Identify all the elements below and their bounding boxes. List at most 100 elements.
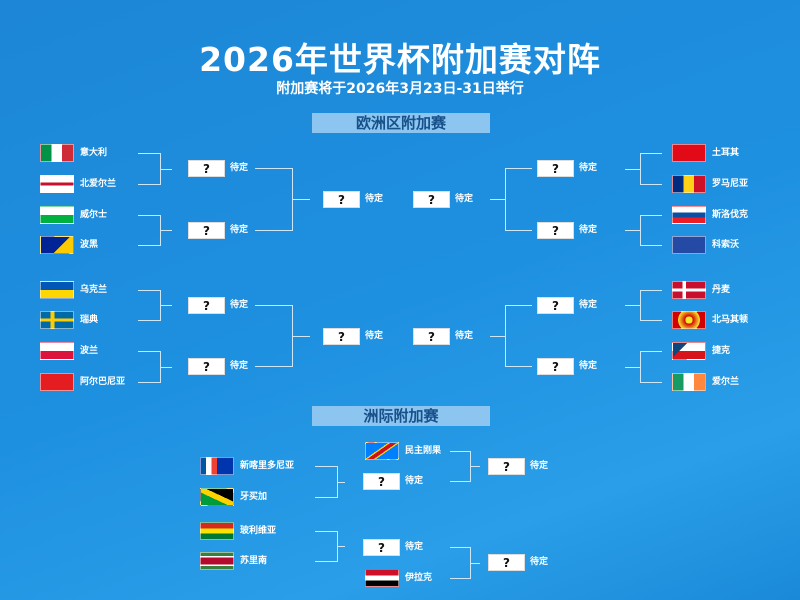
bracket-line bbox=[138, 215, 160, 216]
team-name: 瑞典 bbox=[80, 315, 99, 325]
bracket-line bbox=[255, 305, 292, 306]
tbd-placeholder-box[interactable]: ? bbox=[323, 328, 360, 345]
bracket-line bbox=[138, 290, 160, 291]
bracket-line bbox=[138, 351, 160, 352]
dr-congo-flag-icon bbox=[365, 442, 399, 460]
tbd-placeholder-box[interactable]: ? bbox=[323, 191, 360, 208]
bracket-line bbox=[255, 230, 292, 231]
team-name: 苏里南 bbox=[240, 556, 268, 566]
bracket-line bbox=[255, 366, 292, 367]
north-macedonia-flag-icon bbox=[672, 311, 706, 329]
bracket-line bbox=[625, 230, 640, 231]
bracket-line bbox=[640, 320, 662, 321]
kosovo-flag-icon bbox=[672, 236, 706, 254]
bracket-line bbox=[490, 199, 505, 200]
northern-ireland-flag-icon bbox=[40, 175, 74, 193]
team-name: 伊拉克 bbox=[405, 573, 433, 583]
tbd-label: 待定 bbox=[530, 461, 549, 471]
tbd-placeholder-box[interactable]: ? bbox=[413, 191, 450, 208]
bracket-line bbox=[450, 451, 470, 452]
tbd-placeholder-box[interactable]: ? bbox=[188, 297, 225, 314]
tbd-label: 待定 bbox=[405, 476, 424, 486]
bracket-line bbox=[292, 199, 310, 200]
bracket-line bbox=[315, 561, 337, 562]
bracket-line bbox=[640, 245, 662, 246]
bracket-line bbox=[138, 184, 160, 185]
iraq-flag-icon bbox=[365, 569, 399, 587]
bolivia-flag-icon bbox=[200, 522, 234, 540]
team-name: 新喀里多尼亚 bbox=[240, 461, 295, 471]
bracket-line bbox=[640, 290, 641, 321]
bracket-line bbox=[505, 230, 532, 231]
page-title: 2026年世界杯附加赛对阵 bbox=[199, 40, 601, 79]
wales-flag-icon bbox=[40, 206, 74, 224]
bracket-line bbox=[138, 320, 160, 321]
ireland-flag-icon bbox=[672, 373, 706, 391]
bracket-line bbox=[490, 335, 505, 337]
denmark-flag-icon bbox=[672, 281, 706, 299]
tbd-placeholder-box[interactable]: ? bbox=[363, 539, 400, 556]
new-caledonia-flag-icon bbox=[200, 457, 234, 475]
intercontinental-section-header: 洲际附加赛 bbox=[312, 406, 490, 426]
team-name: 乌克兰 bbox=[80, 285, 108, 295]
bracket-line bbox=[450, 481, 470, 482]
tbd-placeholder-box[interactable]: ? bbox=[537, 222, 574, 239]
bracket-line bbox=[505, 305, 532, 306]
tbd-placeholder-box[interactable]: ? bbox=[488, 554, 525, 571]
team-name: 威尔士 bbox=[80, 210, 108, 220]
slovakia-flag-icon bbox=[672, 206, 706, 224]
bracket-line bbox=[640, 290, 662, 291]
bracket-line bbox=[292, 335, 310, 337]
bracket-line bbox=[315, 531, 337, 532]
tbd-label: 待定 bbox=[230, 225, 249, 235]
team-name: 斯洛伐克 bbox=[712, 210, 749, 220]
tbd-label: 待定 bbox=[230, 163, 249, 173]
bracket-line bbox=[625, 305, 640, 306]
tbd-placeholder-box[interactable]: ? bbox=[188, 358, 225, 375]
tbd-placeholder-box[interactable]: ? bbox=[188, 222, 225, 239]
team-name: 波兰 bbox=[80, 346, 99, 356]
bracket-line bbox=[640, 351, 641, 383]
bracket-line bbox=[160, 168, 172, 170]
team-name: 意大利 bbox=[80, 148, 108, 158]
tbd-label: 待定 bbox=[365, 331, 384, 341]
bracket-line bbox=[337, 546, 345, 547]
bracket-line bbox=[255, 168, 292, 169]
tbd-placeholder-box[interactable]: ? bbox=[413, 328, 450, 345]
team-name: 丹麦 bbox=[712, 285, 731, 295]
bracket-line bbox=[625, 168, 640, 170]
bracket-line bbox=[337, 481, 345, 483]
bracket-line bbox=[640, 215, 641, 246]
bracket-line bbox=[450, 578, 470, 579]
team-name: 爱尔兰 bbox=[712, 377, 740, 387]
bracket-line bbox=[640, 153, 641, 185]
bracket-line bbox=[160, 305, 172, 306]
team-name: 北马其顿 bbox=[712, 315, 749, 325]
bracket-line bbox=[505, 366, 532, 367]
ukraine-flag-icon bbox=[40, 281, 74, 299]
team-name: 阿尔巴尼亚 bbox=[80, 377, 126, 387]
tbd-placeholder-box[interactable]: ? bbox=[537, 358, 574, 375]
bracket-line bbox=[640, 382, 662, 383]
europe-section-header: 欧洲区附加赛 bbox=[312, 113, 490, 133]
tbd-label: 待定 bbox=[230, 300, 249, 310]
tbd-placeholder-box[interactable]: ? bbox=[363, 473, 400, 490]
tbd-placeholder-box[interactable]: ? bbox=[537, 160, 574, 177]
tbd-label: 待定 bbox=[579, 300, 598, 310]
tbd-placeholder-box[interactable]: ? bbox=[537, 297, 574, 314]
bracket-line bbox=[640, 184, 662, 185]
bracket-line bbox=[160, 230, 172, 231]
bracket-line bbox=[640, 351, 662, 352]
tbd-placeholder-box[interactable]: ? bbox=[188, 160, 225, 177]
czech-flag-icon bbox=[672, 342, 706, 360]
tbd-placeholder-box[interactable]: ? bbox=[488, 458, 525, 475]
tbd-label: 待定 bbox=[230, 361, 249, 371]
bosnia-flag-icon bbox=[40, 236, 74, 254]
bracket-line bbox=[505, 168, 532, 169]
bracket-line bbox=[138, 153, 160, 154]
team-name: 罗马尼亚 bbox=[712, 179, 749, 189]
sweden-flag-icon bbox=[40, 311, 74, 329]
bracket-line bbox=[450, 547, 470, 548]
bracket-line bbox=[138, 245, 160, 246]
jamaica-flag-icon bbox=[200, 488, 234, 506]
